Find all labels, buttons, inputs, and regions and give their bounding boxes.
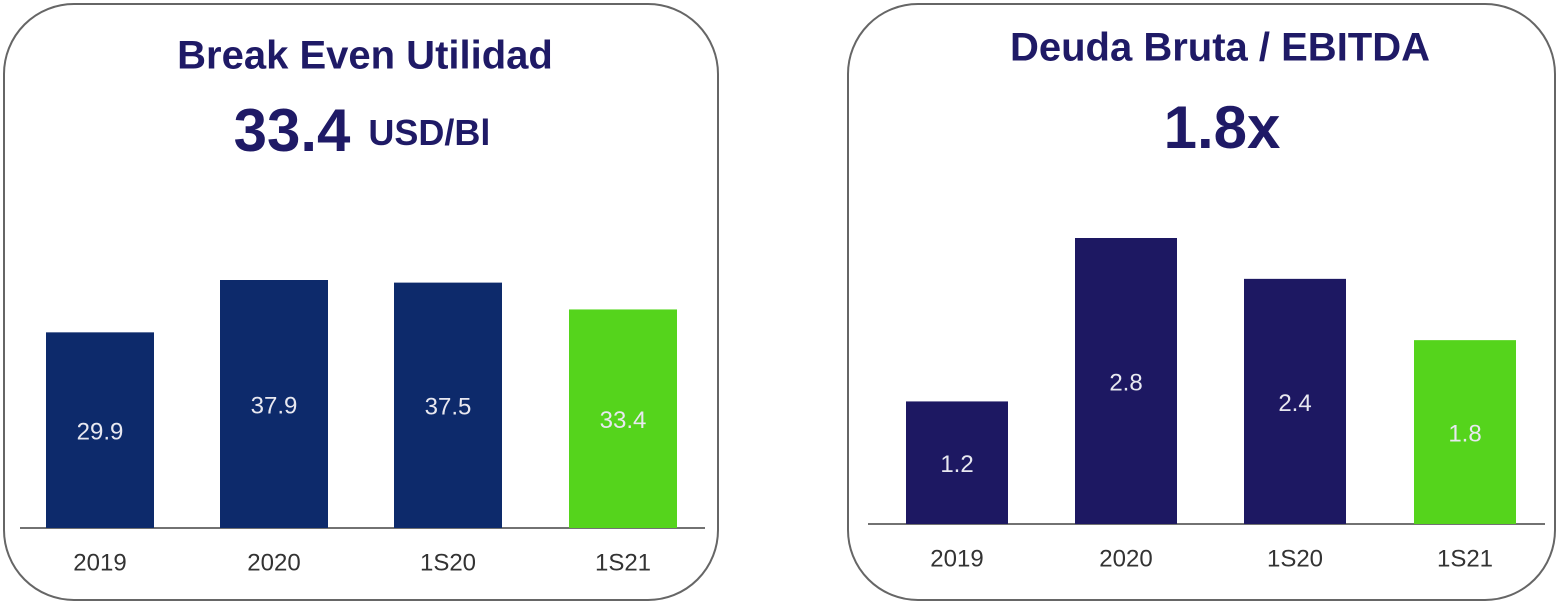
bar xyxy=(46,332,154,528)
bar xyxy=(1414,340,1516,524)
x-tick-label: 1S20 xyxy=(1267,545,1323,572)
chart-title: Deuda Bruta / EBITDA xyxy=(1010,26,1430,70)
x-tick-label: 1S20 xyxy=(420,549,476,576)
card xyxy=(847,3,1556,601)
bar xyxy=(394,282,502,528)
bar xyxy=(1075,238,1177,524)
card xyxy=(3,3,719,601)
kpi-value: 1.8x xyxy=(1164,94,1281,161)
kpi-value: 33.4 xyxy=(234,97,351,164)
chart-title: Break Even Utilidad xyxy=(177,34,553,78)
value-label: 1.8 xyxy=(1448,420,1481,447)
value-label: 37.5 xyxy=(425,394,472,421)
value-label: 2.4 xyxy=(1278,390,1311,417)
x-tick-label: 1S21 xyxy=(595,549,651,576)
kpi: 33.4 USD/Bl xyxy=(234,97,491,164)
value-label: 33.4 xyxy=(600,407,647,434)
bar xyxy=(906,401,1008,524)
value-label: 1.2 xyxy=(940,451,973,478)
x-tick-label: 1S21 xyxy=(1437,545,1493,572)
x-tick-label: 2019 xyxy=(930,545,983,572)
value-label: 2.8 xyxy=(1109,369,1142,396)
kpi-unit: USD/Bl xyxy=(368,112,490,153)
value-label: 37.9 xyxy=(251,392,298,419)
bar xyxy=(220,280,328,528)
x-tick-label: 2019 xyxy=(73,549,126,576)
bar xyxy=(1244,278,1346,524)
bar xyxy=(569,309,677,528)
value-label: 29.9 xyxy=(77,419,124,446)
x-tick-label: 2020 xyxy=(247,549,300,576)
x-tick-label: 2020 xyxy=(1099,545,1152,572)
